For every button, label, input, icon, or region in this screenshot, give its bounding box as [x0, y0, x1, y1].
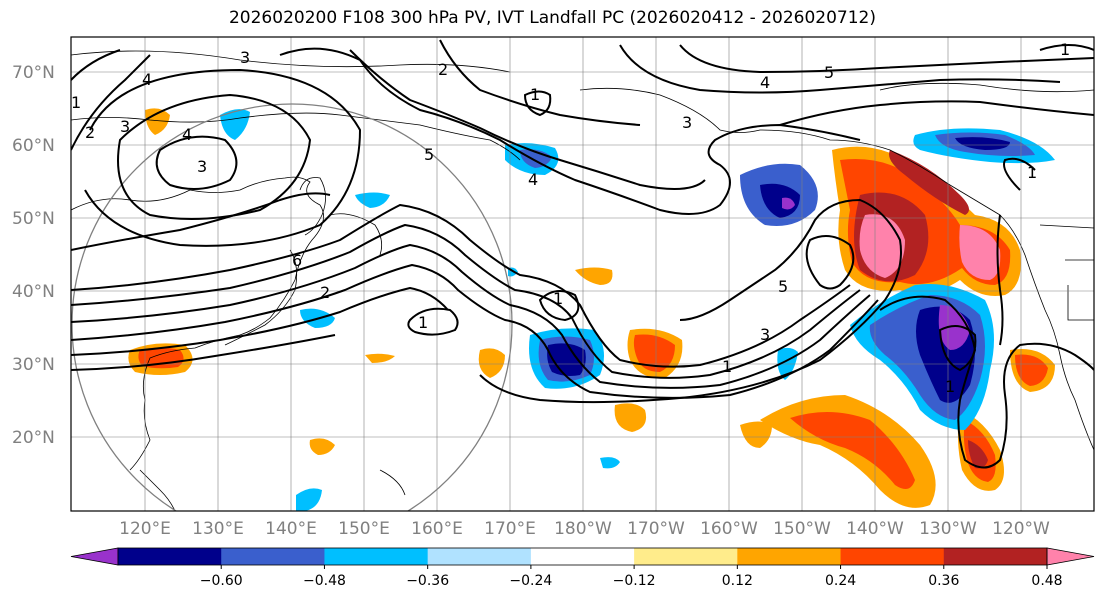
contour-label: 2: [85, 123, 95, 142]
contour-label: 3: [197, 157, 207, 176]
lat-label: 20°N: [12, 428, 55, 448]
lon-label: 140°W: [846, 519, 904, 539]
contour-label: 5: [824, 63, 834, 82]
colorbar-tick-label: −0.60: [200, 573, 243, 589]
latitude-labels: 70°N 60°N 50°N 40°N 30°N 20°N: [12, 63, 55, 448]
colorbar-tick-label: −0.36: [406, 573, 449, 589]
contour-label: 3: [120, 117, 130, 136]
contour-label: 1: [945, 377, 955, 396]
lon-label: 180°W: [554, 519, 612, 539]
lon-label: 170°E: [484, 519, 536, 539]
lat-label: 50°N: [12, 209, 55, 229]
contour-label: 3: [240, 48, 250, 67]
colorbar: −0.60 −0.48 −0.36 −0.24 −0.12 0.12 0.24 0.36 0.4…: [70, 547, 1095, 589]
lon-label: 160°E: [411, 519, 463, 539]
colorbar-tick-label: 0.48: [1031, 573, 1062, 589]
colorbar-tick-label: 0.24: [825, 573, 856, 589]
ivt-shading: [128, 108, 1055, 511]
contour-label: 6: [292, 251, 302, 270]
colorbar-extend-max: [1046, 547, 1095, 566]
contour-label: 1: [1027, 163, 1037, 182]
colorbar-segment: [221, 548, 325, 565]
lat-label: 60°N: [12, 136, 55, 156]
coastlines: [71, 50, 1094, 511]
contour-label: 2: [320, 283, 330, 302]
lon-label: 160°W: [700, 519, 758, 539]
lon-label: 150°W: [773, 519, 831, 539]
colorbar-tick-label: 0.36: [928, 573, 959, 589]
contour-label: 1: [530, 85, 540, 104]
longitude-labels: 120°E 130°E 140°E 150°E 160°E 170°E 180°…: [119, 519, 1050, 539]
contour-label: 4: [760, 73, 770, 92]
colorbar-segment: [943, 548, 1048, 565]
colorbar-tick-label: −0.12: [613, 573, 656, 589]
contour-label: 5: [778, 277, 788, 296]
range-circle: [71, 103, 513, 511]
colorbar-segment: [530, 548, 635, 565]
contour-label: 4: [528, 170, 538, 189]
lon-label: 120°W: [992, 519, 1050, 539]
lon-label: 150°E: [338, 519, 390, 539]
colorbar-segment: [737, 548, 842, 565]
colorbar-segment: [118, 548, 222, 565]
colorbar-segment: [634, 548, 738, 565]
lat-label: 30°N: [12, 355, 55, 375]
contour-label: 1: [553, 289, 563, 308]
lon-label: 170°W: [627, 519, 685, 539]
map-title: 2026020200 F108 300 hPa PV, IVT Landfall…: [228, 8, 876, 28]
contour-labels: 6 5 4 3 2 1 4 3 2 1 4 3 2 1 4 5 3 5 3 1 …: [71, 40, 1070, 396]
gridlines: [71, 37, 1094, 511]
lon-label: 130°W: [919, 519, 977, 539]
colorbar-segment: [427, 548, 532, 565]
lat-label: 70°N: [12, 63, 55, 83]
contour-label: 1: [1060, 40, 1070, 59]
lon-label: 130°E: [192, 519, 244, 539]
pv-contours: [71, 39, 1094, 469]
contour-label: 5: [424, 145, 434, 164]
map-frame: [70, 36, 1095, 512]
contour-label: 3: [682, 113, 692, 132]
colorbar-segment: [840, 548, 945, 565]
lon-label: 140°E: [265, 519, 317, 539]
contour-label: 1: [722, 357, 732, 376]
colorbar-segment: [324, 548, 429, 565]
contour-label: 1: [418, 313, 428, 332]
contour-label: 4: [142, 70, 152, 89]
lat-label: 40°N: [12, 282, 55, 302]
contour-label: 2: [438, 60, 448, 79]
contour-label: 4: [182, 125, 192, 144]
colorbar-tick-label: 0.12: [722, 573, 753, 589]
contour-label: 3: [760, 325, 770, 344]
lon-label: 120°E: [119, 519, 171, 539]
contour-label: 1: [71, 93, 81, 112]
colorbar-tick-label: −0.48: [303, 573, 346, 589]
colorbar-frame: [117, 547, 1048, 566]
colorbar-tick-label: −0.24: [509, 573, 552, 589]
colorbar-extend-min: [70, 547, 119, 566]
